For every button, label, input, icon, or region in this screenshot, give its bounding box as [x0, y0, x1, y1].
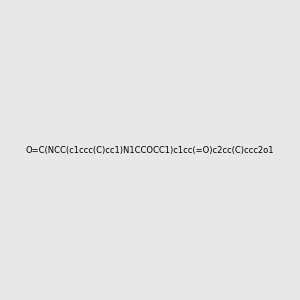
Text: O=C(NCC(c1ccc(C)cc1)N1CCOCC1)c1cc(=O)c2cc(C)ccc2o1: O=C(NCC(c1ccc(C)cc1)N1CCOCC1)c1cc(=O)c2c…	[26, 146, 274, 154]
